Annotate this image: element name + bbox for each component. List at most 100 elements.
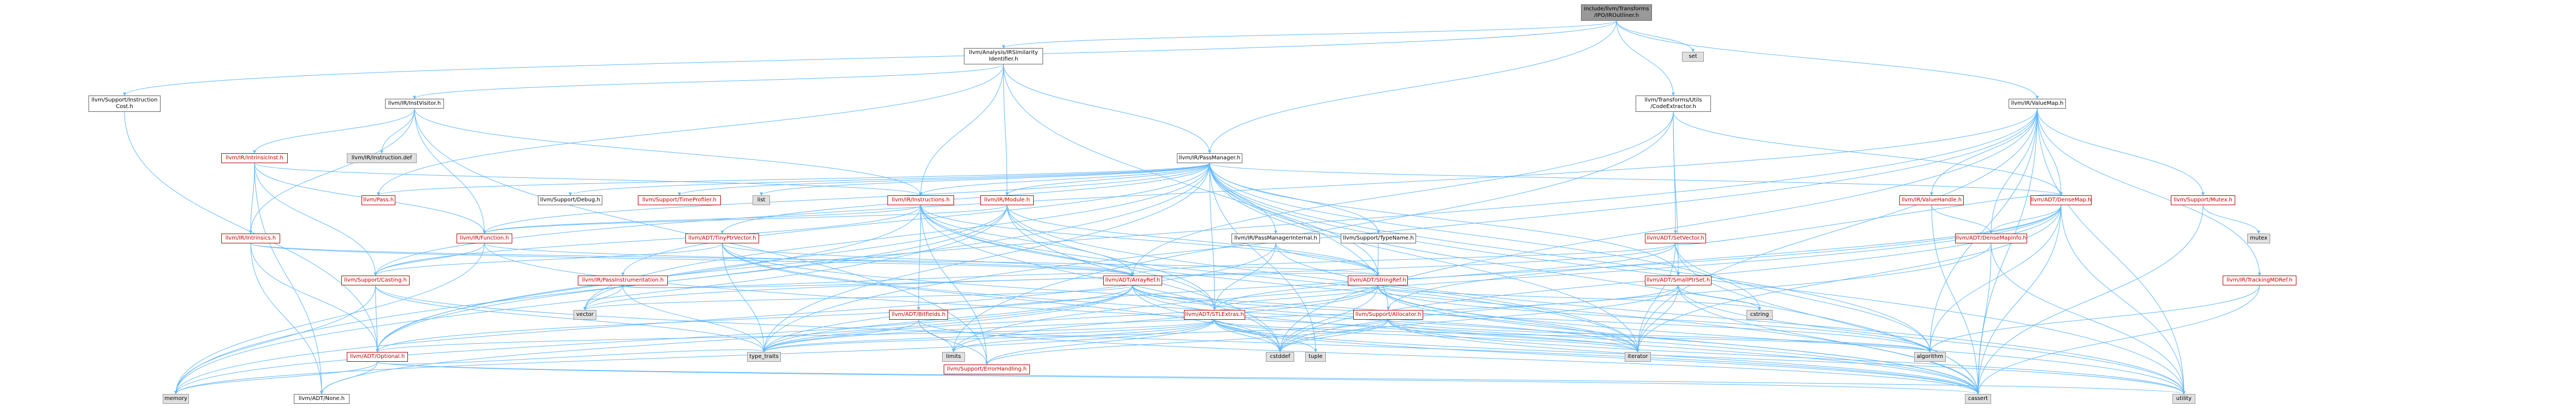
- graph-node-module[interactable]: llvm/IR/Module.h: [980, 195, 1034, 205]
- edge-instructions-to-function: [483, 205, 921, 234]
- edge-array-ref-to-optional: [376, 285, 1133, 353]
- edge-pass-manager-to-stl-extras: [1209, 163, 1216, 311]
- graph-node-pass-instrumentation[interactable]: llvm/IR/PassInstrumentation.h: [578, 276, 668, 285]
- graph-node-small-ptr-set[interactable]: llvm/ADT/SmallPtrSet.h: [1645, 276, 1712, 285]
- graph-node-value-handle[interactable]: llvm/IR/ValueHandle.h: [1899, 195, 1964, 205]
- graph-node-tuple[interactable]: tuple: [1305, 352, 1326, 362]
- edge-pass-manager-to-time-profiler: [678, 163, 1210, 196]
- edge-set-vector-to-array-ref: [1131, 243, 1676, 276]
- edge-array-ref-to-algorithm: [1132, 285, 1932, 353]
- graph-node-array-ref[interactable]: llvm/ADT/ArrayRef.h: [1103, 276, 1162, 285]
- graph-node-label: llvm/Support/Instruction: [91, 97, 158, 103]
- edge-small-ptr-set-to-utility: [1678, 285, 2186, 395]
- graph-node-optional[interactable]: llvm/ADT/Optional.h: [347, 352, 408, 362]
- edge-string-ref-to-iterator: [1377, 285, 1639, 353]
- edge-instructions-to-array-ref: [920, 205, 1134, 276]
- graph-node-cstring[interactable]: cstring: [1746, 310, 1773, 320]
- edge-dense-map-info-to-cassert: [1976, 243, 1992, 395]
- graph-node-label: tuple: [1308, 354, 1323, 360]
- graph-node-memory[interactable]: memory: [163, 394, 189, 404]
- graph-node-label: /CodeExtractor.h: [1650, 104, 1696, 110]
- graph-node-label: memory: [164, 396, 187, 402]
- graph-node-dense-map-info[interactable]: llvm/ADT/DenseMapInfo.h: [1955, 234, 2027, 243]
- edge-function-to-memory: [174, 243, 485, 395]
- graph-node-code-extractor[interactable]: llvm/Transforms/Utils/CodeExtractor.h: [1636, 95, 1711, 112]
- graph-node-mutex[interactable]: mutex: [2247, 234, 2270, 243]
- graph-node-label: llvm/ADT/Bitfields.h: [891, 312, 946, 318]
- graph-node-utility[interactable]: utility: [2172, 394, 2195, 404]
- edge-root-to-set: [1616, 20, 1695, 52]
- graph-node-instruction-cost[interactable]: llvm/Support/Instruction Cost.h: [88, 95, 161, 112]
- graph-node-inst-visitor[interactable]: llvm/IR/InstVisitor.h: [385, 99, 444, 109]
- graph-node-label: llvm/IR/Instruction.def: [351, 155, 412, 161]
- edge-instructions-to-cassert: [920, 205, 1980, 395]
- edge-pass-manager-to-algorithm: [1209, 163, 1932, 353]
- graph-node-algorithm[interactable]: algorithm: [1914, 352, 1946, 362]
- graph-node-label: utility: [2176, 396, 2192, 402]
- graph-node-support-debug[interactable]: llvm/Support/Debug.h: [538, 195, 602, 205]
- graph-node-bitfields[interactable]: llvm/ADT/Bitfields.h: [889, 310, 948, 320]
- graph-node-pass[interactable]: llvm/Pass.h: [362, 195, 395, 205]
- edge-optional-to-memory: [174, 361, 378, 395]
- graph-node-label: llvm/Support/TimeProfiler.h: [642, 197, 716, 203]
- graph-node-label: llvm/IR/ValueMap.h: [2011, 100, 2064, 106]
- graph-node-label: llvm/Transforms/Utils: [1644, 97, 1702, 103]
- graph-node-none[interactable]: llvm/ADT/None.h: [294, 394, 350, 404]
- edge-value-map-to-utility: [2037, 108, 2186, 395]
- graph-node-cassert[interactable]: cassert: [1965, 394, 1991, 404]
- graph-node-set[interactable]: set: [1682, 52, 1704, 62]
- edge-pass-manager-to-function: [483, 163, 1210, 234]
- graph-node-label: algorithm: [1916, 354, 1944, 360]
- graph-node-allocator[interactable]: llvm/Support/Allocator.h: [1353, 310, 1423, 320]
- graph-node-label: llvm/Support/Debug.h: [540, 197, 600, 203]
- graph-node-label: llvm/ADT/StringRef.h: [1349, 277, 1406, 283]
- graph-node-limits[interactable]: limits: [942, 352, 965, 362]
- edge-intrinsics-to-optional: [250, 243, 379, 353]
- graph-node-root[interactable]: include/llvm/Transforms/IPO/IROutliner.h: [1581, 4, 1652, 21]
- graph-node-string-ref[interactable]: llvm/ADT/StringRef.h: [1348, 276, 1408, 285]
- graph-node-label: llvm/IR/InstVisitor.h: [388, 100, 441, 106]
- graph-node-type-traits[interactable]: type_traits: [747, 352, 781, 362]
- graph-node-label: llvm/Analysis/IRSimilarity: [969, 50, 1038, 56]
- edge-stl-extras-to-cassert: [1214, 319, 1980, 395]
- graph-node-list[interactable]: list: [753, 195, 770, 205]
- graph-node-time-profiler[interactable]: llvm/Support/TimeProfiler.h: [638, 195, 721, 205]
- graph-node-label: llvm/IR/PassManager.h: [1179, 155, 1241, 161]
- graph-node-vector[interactable]: vector: [573, 310, 596, 320]
- edge-stl-extras-to-error-handling: [985, 319, 1215, 365]
- edge-pass-instrumentation-to-string-ref: [623, 272, 1379, 288]
- graph-node-label: llvm/IR/Module.h: [984, 197, 1030, 203]
- graph-node-intrinsics[interactable]: llvm/IR/Intrinsics.h: [221, 234, 280, 243]
- graph-node-label: cassert: [1968, 396, 1988, 402]
- graph-node-mutex-h[interactable]: llvm/Support/Mutex.h: [2171, 195, 2235, 205]
- graph-node-intrinsic-inst[interactable]: llvm/IR/IntrinsicInst.h: [221, 153, 288, 163]
- graph-node-stl-extras[interactable]: llvm/ADT/STLExtras.h: [1184, 310, 1245, 320]
- edge-array-ref-to-cassert: [1132, 285, 1980, 395]
- graph-node-error-handling[interactable]: llvm/Support/ErrorHandling.h: [944, 365, 1030, 374]
- graph-node-dense-map[interactable]: llvm/ADT/DenseMap.h: [2030, 195, 2092, 205]
- graph-node-cstddef[interactable]: cstddef: [1266, 352, 1294, 362]
- graph-node-label: llvm/Support/Casting.h: [344, 277, 407, 283]
- graph-node-pass-manager-internal[interactable]: llvm/IR/PassManagerInternal.h: [1231, 234, 1320, 243]
- graph-node-instruction-def[interactable]: llvm/IR/Instruction.def: [347, 153, 417, 163]
- graph-node-instructions[interactable]: llvm/IR/Instructions.h: [887, 195, 954, 205]
- graph-node-ir-sim[interactable]: llvm/Analysis/IRSimilarity Identifier.h: [964, 48, 1043, 64]
- edge-value-handle-to-cassert: [1931, 205, 1980, 395]
- graph-node-value-map[interactable]: llvm/IR/ValueMap.h: [2009, 99, 2066, 109]
- graph-node-tracking-md-ref[interactable]: llvm/IR/TrackingMDRef.h: [2223, 276, 2296, 285]
- graph-node-set-vector[interactable]: llvm/ADT/SetVector.h: [1645, 234, 1706, 243]
- edge-pass-manager-to-type-traits: [762, 163, 1210, 353]
- edge-allocator-to-utility: [1388, 319, 2186, 395]
- edge-mutex-h-to-mutex: [2202, 205, 2260, 234]
- graph-node-pass-manager[interactable]: llvm/IR/PassManager.h: [1177, 153, 1242, 163]
- graph-node-iterator[interactable]: iterator: [1625, 352, 1651, 362]
- edge-function-to-casting: [374, 243, 485, 276]
- graph-node-type-name[interactable]: llvm/Support/TypeName.h: [1341, 234, 1416, 243]
- edge-array-ref-to-memory: [174, 285, 1133, 395]
- graph-node-function[interactable]: llvm/IR/Function.h: [457, 234, 512, 243]
- edge-stl-extras-to-type-traits: [762, 319, 1215, 353]
- graph-node-tiny-ptr-vector[interactable]: llvm/ADT/TinyPtrVector.h: [685, 234, 759, 243]
- edge-optional-to-none: [320, 361, 378, 395]
- edge-value-map-to-tracking-md-ref: [2037, 108, 2261, 276]
- graph-node-casting[interactable]: llvm/Support/Casting.h: [341, 276, 410, 285]
